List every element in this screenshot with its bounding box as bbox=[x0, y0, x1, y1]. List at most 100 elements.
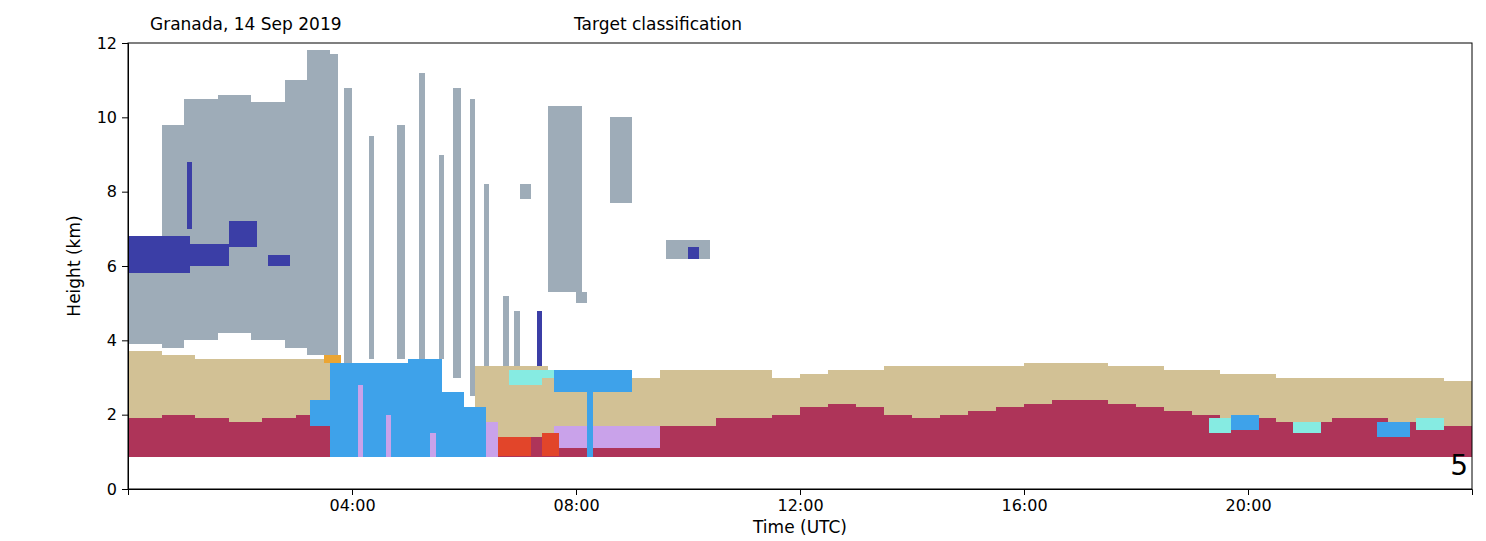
tick: 6 bbox=[107, 257, 128, 276]
tick: 10 bbox=[97, 108, 128, 127]
subtitle: Granada, 14 Sep 2019 bbox=[150, 14, 342, 34]
cell bbox=[218, 95, 252, 333]
cell bbox=[666, 240, 711, 259]
tick-mark bbox=[352, 489, 353, 495]
cell bbox=[996, 366, 1024, 457]
cell bbox=[1192, 370, 1220, 457]
cell bbox=[520, 184, 531, 199]
tick: 0 bbox=[107, 480, 128, 499]
tick: 16:00 bbox=[1001, 489, 1047, 515]
cell bbox=[470, 99, 476, 396]
cell bbox=[430, 433, 436, 457]
plot-frame bbox=[128, 43, 1472, 489]
annotation: 5 bbox=[1450, 449, 1468, 482]
cell bbox=[716, 418, 772, 457]
cell bbox=[229, 221, 257, 247]
tick-label: 4 bbox=[107, 331, 117, 350]
cell bbox=[1080, 400, 1108, 458]
cell bbox=[688, 247, 699, 258]
cell bbox=[1209, 418, 1231, 433]
tick-label: 12 bbox=[97, 34, 117, 53]
cell bbox=[828, 404, 856, 458]
cell bbox=[369, 136, 375, 359]
cell bbox=[1024, 363, 1052, 458]
x-axis: 04:0008:0012:0016:0020:00 bbox=[129, 489, 1473, 515]
cell bbox=[1332, 418, 1360, 457]
tick-mark bbox=[122, 489, 128, 490]
tick-mark bbox=[1024, 489, 1025, 495]
cell bbox=[940, 366, 968, 457]
cell bbox=[1136, 366, 1164, 457]
cell bbox=[1416, 378, 1444, 458]
cell bbox=[1416, 418, 1444, 429]
tick: 08:00 bbox=[553, 489, 599, 515]
cell bbox=[397, 125, 405, 359]
tick-label: 04:00 bbox=[329, 496, 375, 515]
cell bbox=[660, 370, 772, 457]
cell bbox=[856, 370, 884, 457]
tick: 20:00 bbox=[1225, 489, 1271, 515]
tick-mark bbox=[122, 192, 128, 193]
cell bbox=[800, 407, 828, 457]
axis-line bbox=[129, 490, 1473, 496]
cell bbox=[1164, 370, 1192, 457]
cell bbox=[128, 351, 162, 457]
cell bbox=[1332, 378, 1360, 458]
tick-mark bbox=[122, 43, 128, 44]
cell bbox=[1108, 404, 1136, 458]
cell bbox=[610, 117, 632, 202]
chart: 04:0008:0012:0016:0020:00024681012Time (… bbox=[0, 0, 1486, 541]
cell bbox=[542, 433, 559, 455]
cell bbox=[324, 355, 341, 362]
cell bbox=[464, 407, 486, 457]
cell bbox=[912, 366, 940, 457]
cell bbox=[386, 415, 392, 458]
cell bbox=[330, 54, 338, 362]
cell bbox=[330, 363, 408, 458]
cell bbox=[1108, 366, 1136, 457]
cell bbox=[800, 374, 828, 458]
cell bbox=[1304, 378, 1332, 458]
cell bbox=[453, 88, 461, 378]
cell bbox=[419, 73, 425, 359]
cell bbox=[537, 311, 543, 370]
tick-label: 10 bbox=[97, 108, 117, 127]
tick-label: 0 bbox=[107, 480, 117, 499]
tick: 04:00 bbox=[329, 489, 375, 515]
tick: 12 bbox=[97, 34, 128, 53]
tick-mark bbox=[122, 415, 128, 416]
tick-mark bbox=[122, 117, 128, 118]
cell bbox=[1231, 415, 1259, 430]
cell bbox=[128, 418, 162, 457]
cell bbox=[587, 385, 593, 457]
tick-label: 08:00 bbox=[553, 496, 599, 515]
tick-label: 8 bbox=[107, 182, 117, 201]
cell bbox=[1052, 363, 1080, 458]
tick: 2 bbox=[107, 405, 128, 424]
cell bbox=[229, 422, 263, 457]
cell bbox=[1080, 363, 1108, 458]
cell bbox=[195, 359, 229, 457]
cell bbox=[128, 236, 190, 273]
cell bbox=[184, 99, 218, 341]
cell bbox=[439, 155, 445, 359]
tick-mark bbox=[122, 266, 128, 267]
tick-label: 20:00 bbox=[1225, 496, 1271, 515]
cell bbox=[884, 366, 912, 457]
cell bbox=[268, 255, 290, 266]
cell bbox=[442, 392, 464, 457]
tick-mark bbox=[1248, 489, 1249, 495]
cell bbox=[190, 244, 229, 266]
tick-mark bbox=[800, 489, 801, 495]
y-axis-title: Height (km) bbox=[64, 215, 84, 316]
cell bbox=[310, 400, 330, 426]
cell bbox=[548, 106, 582, 292]
title: Target classification bbox=[573, 14, 742, 34]
cell bbox=[162, 355, 196, 457]
cell bbox=[408, 359, 442, 457]
cell bbox=[660, 426, 716, 458]
cell bbox=[772, 378, 800, 458]
cell bbox=[940, 415, 968, 458]
cell bbox=[498, 437, 532, 456]
cell bbox=[1052, 400, 1080, 458]
